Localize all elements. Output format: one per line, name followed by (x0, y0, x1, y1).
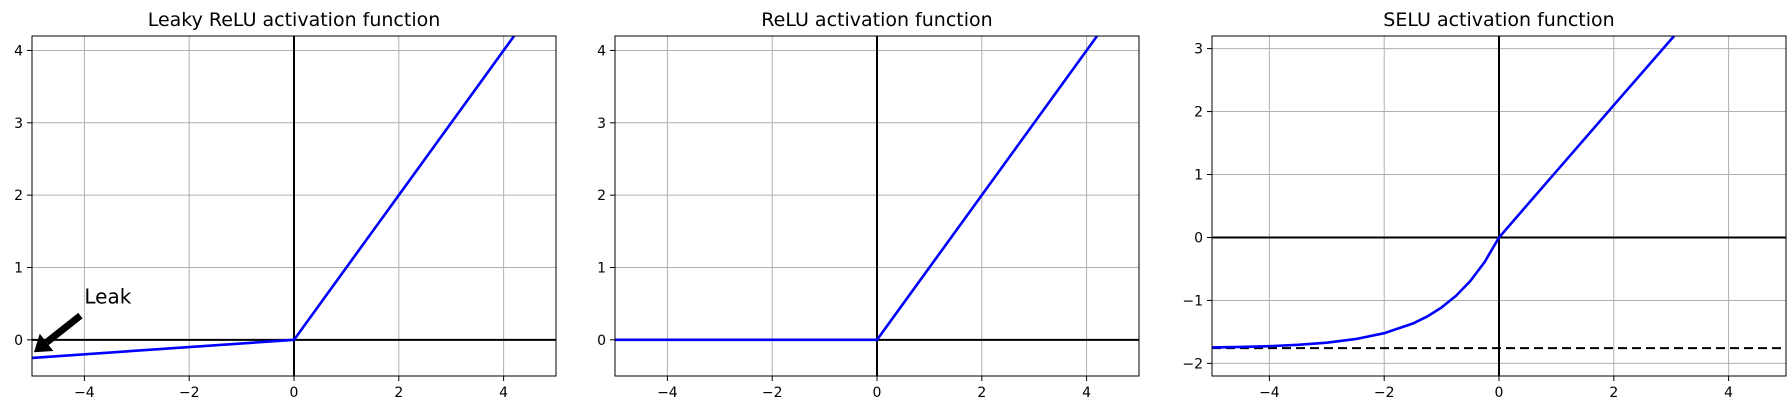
annotation-arrow-head (34, 333, 54, 353)
y-tick-label: −2 (1182, 356, 1203, 372)
x-tick-label: −4 (657, 385, 678, 401)
chart-panel-2: −4 −2 0 2 4 0 1 2 3 4 ReLU activation function (597, 9, 1140, 401)
x-tick-label: 2 (1609, 385, 1618, 401)
y-tick-label: 1 (14, 260, 23, 276)
plot-area (32, 36, 556, 376)
chart-panel-1: −4 −2 0 2 4 0 1 2 3 4 Leaky ReLU activation functi… (14, 9, 557, 401)
x-tick-label: 2 (394, 385, 403, 401)
x-tick-label: −2 (1374, 385, 1395, 401)
chart-panel-3: −4 −2 0 2 4 −2 −1 0 1 2 3 SELU activation function (1182, 9, 1787, 401)
plot-area (1212, 36, 1786, 376)
y-tick-label: 0 (597, 333, 606, 349)
series-line (1212, 36, 1676, 349)
y-tick-label: 2 (14, 188, 23, 204)
x-tick-label: 0 (290, 385, 299, 401)
y-tick-label: 3 (597, 116, 606, 132)
x-tick-label: 4 (499, 385, 508, 401)
annotation-arrow-shaft (44, 312, 83, 346)
y-tick-label: 0 (1194, 230, 1203, 246)
x-tick-label: −4 (1259, 385, 1280, 401)
chart-title: ReLU activation function (761, 9, 992, 31)
y-tick-label: 3 (1194, 42, 1203, 58)
x-tick-label: 2 (977, 385, 986, 401)
x-tick-label: 0 (1495, 385, 1504, 401)
y-tick-label: 2 (1194, 105, 1203, 121)
series-line (615, 36, 1099, 342)
annotation-text: Leak (84, 285, 131, 309)
x-tick-label: 4 (1082, 385, 1091, 401)
x-tick-label: −4 (74, 385, 95, 401)
x-tick-label: 0 (873, 385, 882, 401)
x-tick-label: −2 (762, 385, 783, 401)
y-tick-label: 0 (14, 333, 23, 349)
chart-title: Leaky ReLU activation function (148, 9, 441, 31)
y-tick-label: 1 (597, 260, 606, 276)
y-tick-label: 4 (597, 43, 606, 59)
x-tick-label: 4 (1724, 385, 1733, 401)
series-line (32, 36, 516, 360)
chart-title: SELU activation function (1383, 9, 1614, 31)
y-tick-label: 2 (597, 188, 606, 204)
x-tick-label: −2 (179, 385, 200, 401)
y-tick-label: −1 (1182, 293, 1203, 309)
y-tick-label: 1 (1194, 168, 1203, 184)
y-tick-label: 3 (14, 116, 23, 132)
plot-area (615, 36, 1139, 376)
y-tick-label: 4 (14, 43, 23, 59)
